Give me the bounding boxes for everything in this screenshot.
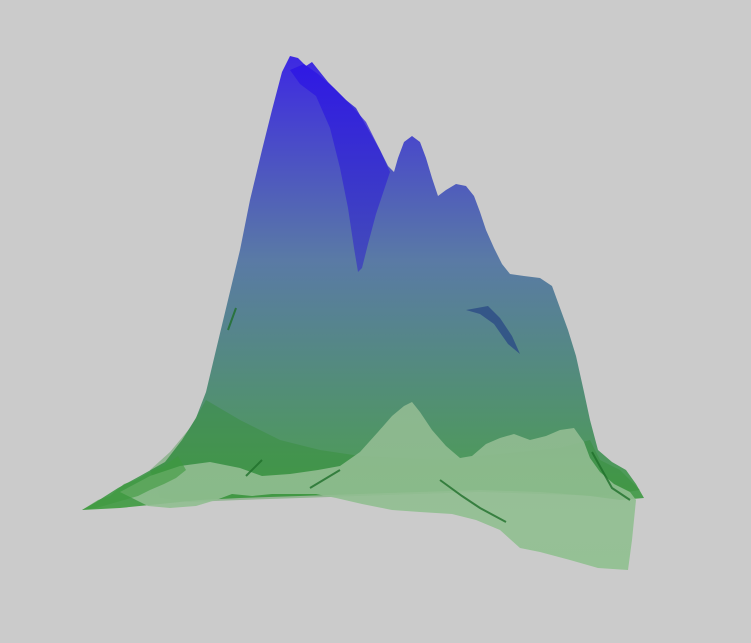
- streak-3: [309, 469, 341, 489]
- streak-5: [227, 307, 237, 331]
- streak-1: [439, 479, 507, 523]
- terrain-valley-crease: [290, 64, 390, 272]
- terrain-shadow-notch: [466, 306, 520, 354]
- terrain-left-skirt: [82, 456, 186, 510]
- terrain-foreground-ridge: [120, 402, 636, 570]
- streak-4: [591, 451, 631, 501]
- streak-2: [245, 459, 263, 477]
- terrain-back-surface: [82, 56, 644, 510]
- terrain-streaks: [227, 307, 631, 523]
